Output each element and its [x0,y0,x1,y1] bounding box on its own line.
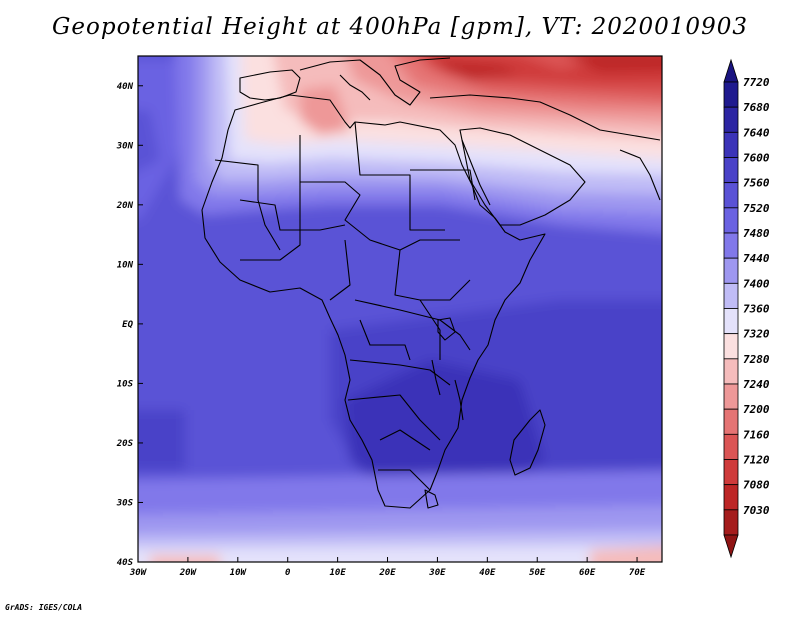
colorbar-label: 7560 [743,177,770,190]
grads-credit: GrADS: IGES/COLA [5,603,83,612]
colorbar-swatch [723,308,739,335]
lon-tick-label: 40E [479,568,496,578]
lat-tick-label: 10N [117,260,134,270]
colorbar-label: 7080 [743,479,770,492]
lat-tick-label: 30N [116,141,134,151]
colorbar-swatch [723,383,739,410]
colorbar-swatch [723,232,739,259]
lon-tick-label: 30W [129,568,148,578]
colorbar-swatch [723,408,739,435]
colorbar-label: 7360 [743,303,770,316]
colorbar-label: 7400 [743,277,770,290]
lat-tick-label: 40N [117,82,134,92]
colorbar-label: 7520 [743,202,770,215]
lon-tick-label: 20W [179,568,198,578]
colorbar-swatch [723,106,739,133]
lon-tick-label: 10E [329,568,346,578]
lat-tick-label: 20S [116,439,134,449]
colorbar-label: 7030 [743,504,770,517]
colorbar-swatch [723,282,739,309]
colorbar-swatch [723,131,739,158]
map-panel [137,55,663,563]
colorbar-label: 7280 [743,353,770,366]
map-title: Geopotential Height at 400hPa [gpm], VT:… [52,14,748,40]
colorbar-label: 7160 [743,428,770,441]
colorbar-swatch [723,433,739,460]
height-field-shading [138,56,662,562]
colorbar-label: 7480 [743,227,770,240]
colorbar-swatch [723,257,739,284]
colorbar-swatch [723,459,739,486]
lat-tick-label: 30S [116,498,134,508]
longitude-axis: 30W 20W 10W 0 10E 20E 30E 40E 50E 60E 70E [129,557,646,578]
colorbar-bottom-arrow [723,534,739,559]
lon-tick-label: 10W [230,568,248,578]
colorbar-label: 7600 [743,152,770,165]
map-frame [137,55,663,563]
colorbar: 7720 7680 7640 7600 7560 7520 7480 7440 7400 7360… [723,58,770,559]
colorbar-swatch [723,81,739,108]
lon-tick-label: 60E [579,568,596,578]
colorbar-swatch [723,358,739,385]
lon-tick-label: 20E [378,568,396,578]
lat-tick-label: 20N [116,201,134,211]
colorbar-swatch [723,157,739,184]
colorbar-label: 7720 [743,76,770,89]
colorbar-swatch [723,509,739,536]
colorbar-label: 7120 [743,454,770,467]
lon-tick-label: 50E [529,568,546,578]
coastlines [201,57,661,509]
lat-tick-label: 10S [117,379,134,389]
latitude-axis: 40N 30N 20N 10N EQ 10S 20S 30S 40S [116,82,143,568]
colorbar-top-arrow [723,58,739,83]
lon-tick-label: 30E [428,568,446,578]
colorbar-label: 7240 [743,378,770,391]
colorbar-label: 7680 [743,101,770,114]
lat-tick-label: 40S [117,558,134,568]
colorbar-swatch [723,333,739,360]
colorbar-label: 7640 [743,126,770,139]
colorbar-swatch [723,182,739,209]
lon-tick-label: 70E [629,568,646,578]
colorbar-label: 7320 [743,328,770,341]
lon-tick-label: 0 [285,568,291,578]
colorbar-label: 7440 [743,252,770,265]
colorbar-swatch [723,484,739,511]
colorbar-swatch [723,207,739,234]
colorbar-label: 7200 [743,403,770,416]
lat-tick-label: EQ [122,320,133,330]
